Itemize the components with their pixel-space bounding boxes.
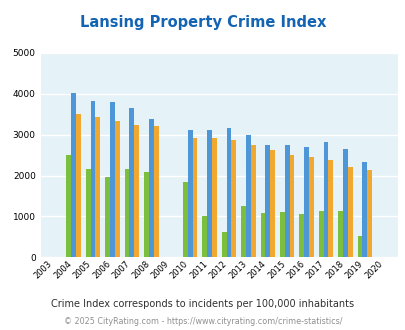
Bar	[362, 162, 367, 257]
Bar	[298, 214, 303, 257]
Bar	[367, 170, 371, 257]
Bar	[115, 121, 119, 257]
Bar	[303, 147, 308, 257]
Bar	[323, 143, 328, 257]
Bar	[308, 157, 313, 257]
Bar	[289, 155, 294, 257]
Bar	[124, 169, 129, 257]
Bar	[134, 125, 139, 257]
Bar	[182, 182, 187, 257]
Bar	[66, 155, 71, 257]
Bar	[105, 177, 110, 257]
Bar	[226, 128, 231, 257]
Bar	[337, 211, 342, 257]
Bar	[241, 206, 245, 257]
Bar	[71, 93, 76, 257]
Legend: Lansing, Kansas, National: Lansing, Kansas, National	[98, 328, 339, 330]
Bar	[129, 108, 134, 257]
Bar	[85, 169, 90, 257]
Bar	[342, 149, 347, 257]
Bar	[90, 102, 95, 257]
Bar	[95, 116, 100, 257]
Bar	[76, 114, 81, 257]
Text: © 2025 CityRating.com - https://www.cityrating.com/crime-statistics/: © 2025 CityRating.com - https://www.city…	[64, 317, 341, 326]
Text: Lansing Property Crime Index: Lansing Property Crime Index	[80, 15, 325, 30]
Bar	[187, 130, 192, 257]
Bar	[192, 138, 197, 257]
Bar	[284, 145, 289, 257]
Bar	[260, 213, 265, 257]
Bar	[149, 119, 153, 257]
Bar	[265, 145, 270, 257]
Bar	[221, 232, 226, 257]
Bar	[270, 150, 275, 257]
Bar	[250, 145, 255, 257]
Bar	[211, 138, 216, 257]
Bar	[202, 216, 207, 257]
Bar	[357, 236, 362, 257]
Bar	[318, 211, 323, 257]
Bar	[207, 130, 211, 257]
Bar	[144, 172, 149, 257]
Bar	[231, 140, 236, 257]
Bar	[153, 126, 158, 257]
Bar	[279, 212, 284, 257]
Bar	[347, 167, 352, 257]
Bar	[245, 135, 250, 257]
Bar	[110, 102, 115, 257]
Text: Crime Index corresponds to incidents per 100,000 inhabitants: Crime Index corresponds to incidents per…	[51, 299, 354, 309]
Bar	[328, 160, 333, 257]
